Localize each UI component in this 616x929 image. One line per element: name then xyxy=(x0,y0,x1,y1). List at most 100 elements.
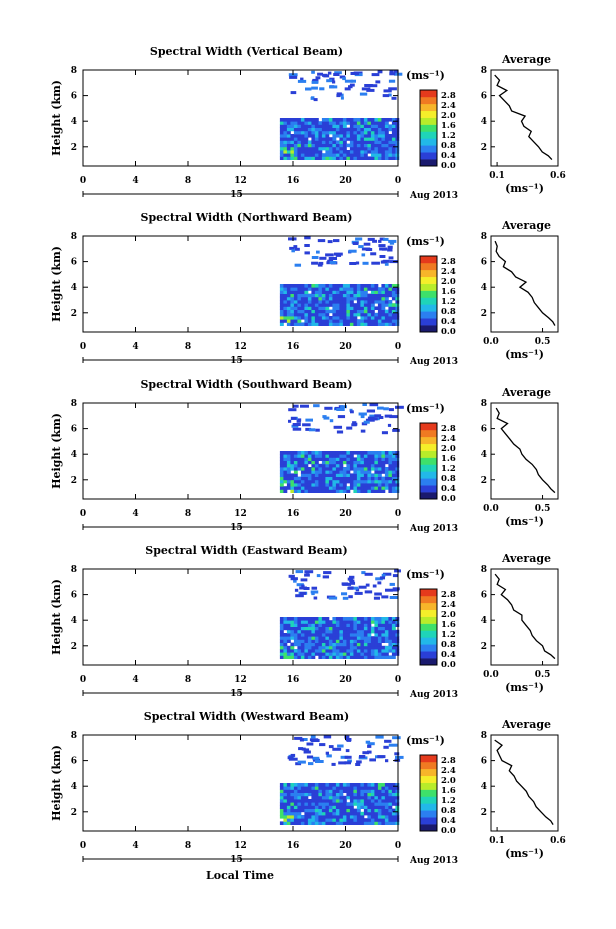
heatmap-cell xyxy=(377,789,382,793)
heatmap-cell xyxy=(367,811,372,816)
x-tick-label: 0 xyxy=(80,509,86,519)
heatmap-cell xyxy=(346,636,351,640)
heatmap-cell xyxy=(395,134,400,138)
heatmap-cell xyxy=(388,408,394,412)
heatmap-cell xyxy=(370,252,377,256)
heatmap-cell xyxy=(378,244,386,248)
heatmap-cell xyxy=(360,818,365,822)
heatmap-cell xyxy=(363,626,368,631)
heatmap-cell xyxy=(395,454,400,458)
heatmap-cell xyxy=(321,284,326,288)
heatmap-cell xyxy=(349,296,354,301)
heatmap-cell xyxy=(377,786,382,790)
heatmap-cell xyxy=(311,802,316,806)
heatmap-cells xyxy=(279,569,401,659)
heatmap-cell xyxy=(342,636,347,640)
heatmap-cell xyxy=(300,489,305,493)
heatmap-cell xyxy=(325,483,330,487)
heatmap-cell xyxy=(353,319,358,323)
heatmap-cell xyxy=(381,795,386,800)
heatmap-cell xyxy=(388,319,393,323)
heatmap-cell xyxy=(332,815,337,819)
heatmap-cell xyxy=(381,124,386,128)
heatmap-cell xyxy=(336,408,345,411)
heatmap-cell xyxy=(346,150,351,154)
heatmap-cell xyxy=(370,140,375,144)
heatmap-cell xyxy=(374,150,379,154)
heatmap-cell xyxy=(377,792,382,797)
heatmap-cell xyxy=(391,140,396,144)
colorbar-frame xyxy=(419,89,438,167)
heatmap-cell xyxy=(328,322,333,326)
heatmap-cell xyxy=(325,303,330,307)
heatmap-cell xyxy=(328,652,333,656)
heatmap-cell xyxy=(332,655,337,659)
heatmap-cell xyxy=(332,783,337,787)
heatmap-cell xyxy=(395,312,400,317)
heatmap-cell xyxy=(333,73,340,76)
heatmap-cell xyxy=(388,786,393,790)
heatmap-cell xyxy=(339,156,344,160)
heatmap-cell xyxy=(311,156,316,160)
heatmap-cell xyxy=(304,473,309,477)
heatmap-cell xyxy=(374,143,379,148)
colorbar-segment xyxy=(420,595,437,604)
heatmap-cell xyxy=(307,642,312,647)
heatmap-cell xyxy=(353,649,358,653)
colorbar-tick-label: 2.4 xyxy=(441,766,456,776)
heatmap-cell xyxy=(297,645,302,650)
heatmap-cell xyxy=(384,156,389,160)
heatmap-cell xyxy=(325,322,330,326)
heatmap-cell xyxy=(360,451,365,455)
heatmap-cell xyxy=(367,416,375,420)
heatmap-cell xyxy=(342,124,347,128)
heatmap-cell xyxy=(349,290,354,294)
heatmap-cell xyxy=(356,130,361,135)
heatmap-cell xyxy=(302,423,311,427)
y-tick-label: 2 xyxy=(71,476,77,486)
heatmap-cell xyxy=(321,309,326,314)
heatmap-cell xyxy=(363,420,370,424)
heatmap-cell xyxy=(325,751,330,755)
heatmap-cell xyxy=(335,451,340,455)
heatmap-cell xyxy=(321,799,326,803)
heatmap-cell xyxy=(304,617,309,621)
heatmap-cell xyxy=(297,121,302,125)
heatmap-cell xyxy=(391,309,396,314)
heatmap-cell xyxy=(353,322,358,326)
heatmap-cell xyxy=(279,636,284,640)
colorbar: 2.82.42.01.61.20.80.40.0 xyxy=(419,89,456,171)
x-tick-label: 0 xyxy=(395,176,401,186)
heatmap-cell xyxy=(383,259,390,263)
heatmap-cell xyxy=(307,312,312,317)
heatmap-cell xyxy=(377,146,382,151)
heatmap-cell xyxy=(384,322,389,326)
heatmap-cell xyxy=(362,403,367,406)
x-tick-label: 4 xyxy=(132,841,138,851)
heatmap-cell xyxy=(356,303,361,307)
heatmap-cell xyxy=(370,150,375,154)
heatmap-cell xyxy=(293,579,297,583)
heatmap-cell xyxy=(293,818,298,822)
heatmap-cell xyxy=(360,799,365,803)
heatmap-cell xyxy=(388,312,393,317)
heatmap-cell xyxy=(325,146,330,151)
heatmap-cell xyxy=(307,636,312,640)
heatmap-cell xyxy=(384,470,389,474)
avg-x-tick-label: 0.0 xyxy=(483,337,499,347)
heatmap-cell xyxy=(279,479,284,484)
heatmap-cell xyxy=(382,94,390,98)
heatmap-cell xyxy=(342,655,347,659)
heatmap-cell xyxy=(385,588,393,592)
heatmap-cell xyxy=(297,811,302,816)
heatmap-cell xyxy=(339,140,344,144)
heatmap-cell xyxy=(325,457,330,461)
heatmap-cell xyxy=(318,309,323,314)
heatmap-cell xyxy=(307,802,312,806)
heatmap-cell xyxy=(293,821,298,825)
heatmap-cell xyxy=(370,300,375,304)
heatmap-cell xyxy=(332,309,337,314)
colorbar-segment xyxy=(420,616,437,624)
heatmap-cell xyxy=(328,655,333,659)
heatmap-cell xyxy=(293,287,298,291)
